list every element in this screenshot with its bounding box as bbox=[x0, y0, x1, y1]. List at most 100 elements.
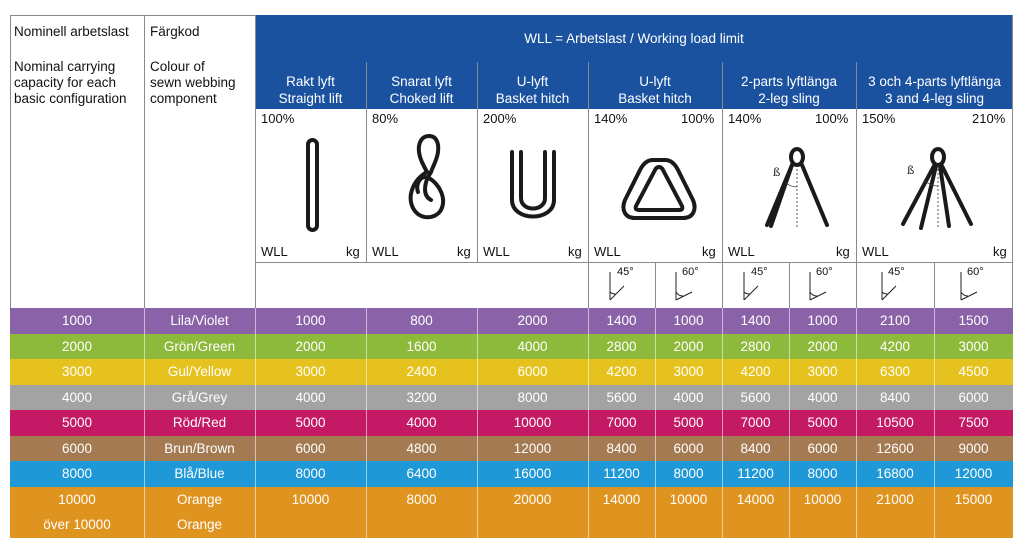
table-cell: 6300 bbox=[879, 364, 911, 379]
table-cell: 8000 bbox=[295, 466, 326, 481]
table-cell: 4500 bbox=[958, 364, 989, 379]
col1-header-en-line2: capacity for each bbox=[14, 75, 117, 90]
cell-divider bbox=[255, 384, 256, 410]
cell-divider bbox=[856, 359, 857, 385]
table-cell: 10000 bbox=[58, 491, 96, 507]
cell-divider bbox=[477, 359, 478, 385]
angle-45-icon bbox=[743, 272, 759, 301]
cell-divider bbox=[789, 461, 790, 487]
cell-divider bbox=[934, 308, 935, 334]
table-cell: 6400 bbox=[406, 466, 437, 481]
config-sv-label: U-lyft bbox=[516, 74, 549, 89]
table-cell: Orange bbox=[176, 491, 223, 507]
table-cell: 10000 bbox=[803, 491, 842, 507]
table-cell: 5000 bbox=[61, 415, 93, 430]
angle-label: 45° bbox=[617, 266, 634, 278]
cell-divider bbox=[934, 333, 935, 359]
cell-divider bbox=[255, 486, 256, 512]
table-cell: 11200 bbox=[737, 466, 774, 481]
cell-divider bbox=[477, 308, 478, 334]
table-cell bbox=[856, 512, 934, 538]
cell-divider bbox=[934, 461, 935, 487]
wll-label: WLL bbox=[261, 244, 288, 259]
cell-divider bbox=[477, 435, 478, 461]
config-header-basket-u: U-lyft Basket hitch bbox=[477, 73, 588, 107]
cell-divider bbox=[655, 308, 656, 334]
cell-divider bbox=[588, 461, 589, 487]
cell-divider bbox=[934, 435, 935, 461]
cell-divider bbox=[144, 359, 145, 385]
cell-divider bbox=[144, 512, 145, 538]
table-row: 5000 Röd/Red 5000 4000 10000 7000 5000 7000 5000… bbox=[10, 410, 1013, 436]
config-header-two-leg: 2-parts lyftlänga 2-leg sling bbox=[722, 73, 856, 107]
cell-divider bbox=[789, 308, 790, 334]
table-cell bbox=[934, 512, 1013, 538]
cell-divider bbox=[722, 435, 723, 461]
beta-label: ß bbox=[907, 164, 914, 177]
table-cell: 7000 bbox=[740, 415, 771, 430]
cell-divider bbox=[366, 308, 367, 334]
table-cell: 1400 bbox=[606, 313, 637, 328]
cell-divider bbox=[655, 410, 656, 436]
table-cell: 8000 bbox=[517, 389, 548, 405]
table-cell: 8400 bbox=[740, 440, 771, 456]
table-cell bbox=[655, 512, 722, 538]
cell-divider bbox=[789, 359, 790, 385]
table-cell: 5000 bbox=[807, 415, 838, 430]
cell-divider bbox=[144, 384, 145, 410]
cell-divider bbox=[255, 512, 256, 538]
table-cell: 2000 bbox=[807, 338, 838, 354]
cell-divider bbox=[477, 384, 478, 410]
config-header-four-leg: 3 och 4-parts lyftlänga 3 and 4-leg slin… bbox=[856, 73, 1013, 107]
table-cell: 3000 bbox=[958, 338, 989, 354]
table-cell: 6000 bbox=[295, 440, 326, 456]
table-cell: 2400 bbox=[406, 364, 437, 379]
table-cell: 10000 bbox=[291, 491, 330, 507]
cell-divider bbox=[144, 333, 145, 359]
angle-label: 60° bbox=[816, 266, 833, 278]
table-cell: 10000 bbox=[669, 491, 708, 507]
angle-label: 60° bbox=[967, 266, 984, 278]
angle-60-icon bbox=[809, 272, 827, 301]
kg-label: kg bbox=[457, 244, 471, 259]
cell-divider bbox=[934, 512, 935, 538]
angle-60-icon bbox=[675, 272, 693, 301]
pct-choked: 80% bbox=[372, 111, 399, 126]
cell-divider bbox=[588, 359, 589, 385]
cell-divider bbox=[477, 333, 478, 359]
cell-divider bbox=[366, 461, 367, 487]
config-sv-label: Snarat lyft bbox=[391, 74, 452, 89]
table-cell: 4000 bbox=[406, 415, 437, 430]
table-cell: 4000 bbox=[517, 338, 548, 354]
cell-divider bbox=[655, 486, 656, 512]
cell-divider bbox=[856, 308, 857, 334]
cell-divider bbox=[722, 359, 723, 385]
cell-divider bbox=[789, 410, 790, 436]
config-sv-label: U-lyft bbox=[639, 74, 671, 89]
pct-two-leg-right: 100% bbox=[815, 111, 849, 126]
table-cell: 8400 bbox=[606, 440, 637, 456]
cell-divider bbox=[789, 512, 790, 538]
wll-label: WLL bbox=[372, 244, 399, 259]
col2-header-en-line1: Colour of bbox=[150, 59, 205, 74]
wll-label: WLL bbox=[728, 244, 755, 259]
pct-two-leg-left: 140% bbox=[728, 111, 762, 126]
table-cell: 5600 bbox=[740, 389, 771, 405]
table-cell: Gul/Yellow bbox=[167, 364, 232, 379]
wll-label: WLL bbox=[483, 244, 510, 259]
table-cell: 21000 bbox=[876, 491, 914, 507]
table-cell: 5600 bbox=[606, 389, 637, 405]
table-cell bbox=[255, 512, 366, 538]
table-cell: 4000 bbox=[807, 389, 838, 405]
table-cell: Blå/Blue bbox=[174, 466, 225, 481]
cell-divider bbox=[255, 461, 256, 487]
cell-divider bbox=[366, 410, 367, 436]
table-cell bbox=[722, 512, 789, 538]
angle-45-icon bbox=[881, 272, 897, 301]
table-cell: 11200 bbox=[603, 466, 640, 481]
table-cell: 1500 bbox=[958, 313, 989, 328]
table-cell: 6000 bbox=[673, 440, 704, 456]
col2-header-en-line3: component bbox=[150, 91, 217, 106]
cell-divider bbox=[588, 308, 589, 334]
table-cell: 2000 bbox=[61, 338, 93, 354]
